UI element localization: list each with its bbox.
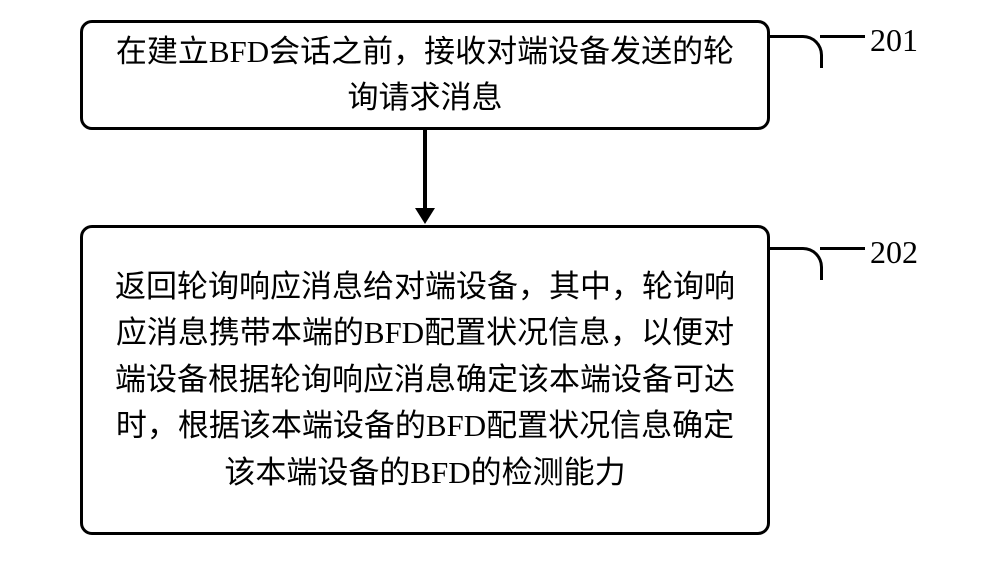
leader-line-2 (820, 247, 865, 250)
flow-step-2: 返回轮询响应消息给对端设备，其中，轮询响应消息携带本端的BFD配置状况信息，以便… (80, 225, 770, 535)
arrow-shaft (423, 130, 427, 210)
leader-curve-2 (770, 247, 823, 280)
step-label-201: 201 (870, 22, 918, 59)
flow-step-1-text: 在建立BFD会话之前，接收对端设备发送的轮询请求消息 (103, 29, 747, 122)
arrow-head (415, 208, 435, 224)
step-label-202: 202 (870, 234, 918, 271)
leader-curve-1 (770, 35, 823, 68)
flow-step-1: 在建立BFD会话之前，接收对端设备发送的轮询请求消息 (80, 20, 770, 130)
leader-line-1 (820, 35, 865, 38)
flow-step-2-text: 返回轮询响应消息给对端设备，其中，轮询响应消息携带本端的BFD配置状况信息，以便… (103, 264, 747, 497)
